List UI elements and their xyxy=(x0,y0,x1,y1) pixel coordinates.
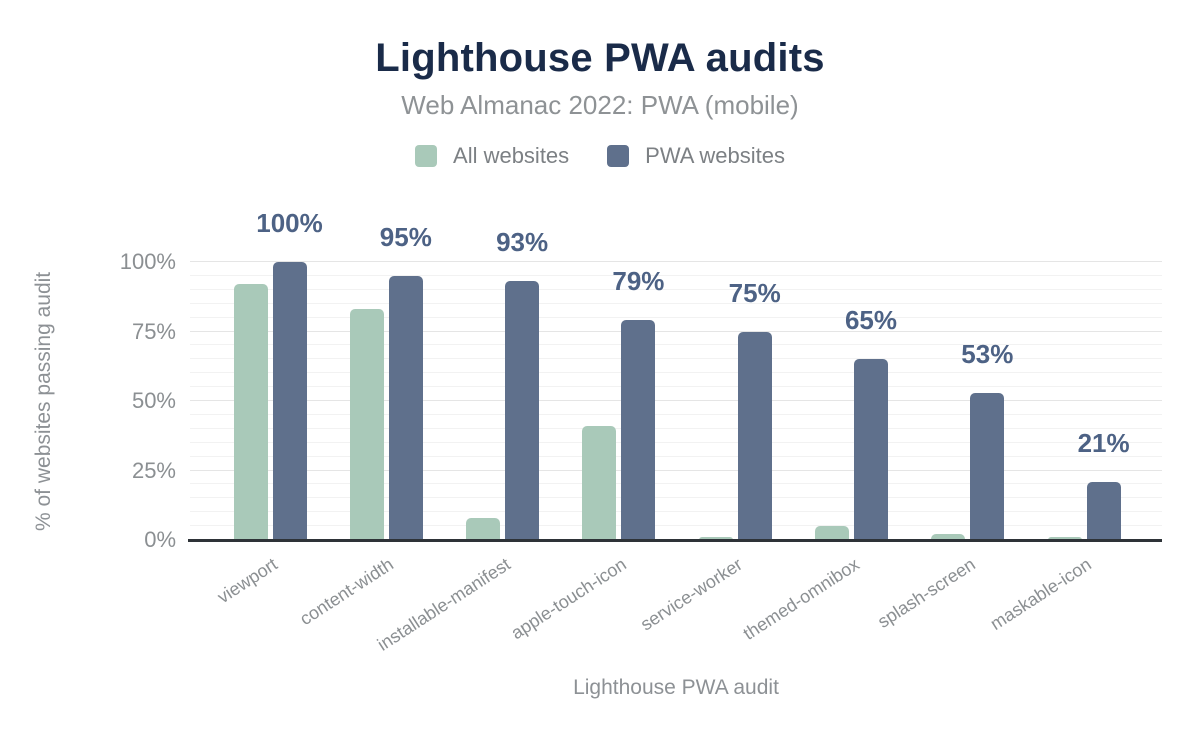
bar-pwa-websites-viewport[interactable] xyxy=(272,262,307,540)
minor-gridline-95 xyxy=(190,274,1162,276)
minor-gridline-10 xyxy=(190,511,1162,513)
x-axis-labels: viewport content-width installable-manifes… xyxy=(190,540,1162,670)
minor-gridline-65 xyxy=(190,358,1162,360)
x-category-label-maskable-icon: maskable-icon xyxy=(986,554,1095,634)
bar-value-label-viewport: 100% xyxy=(256,208,323,238)
x-axis-line xyxy=(188,539,1162,542)
bar-value-label-service-worker: 75% xyxy=(728,277,781,308)
bar-all-websites-themed-omnibox[interactable] xyxy=(815,526,849,540)
major-gridline-75 xyxy=(190,330,1162,332)
minor-gridline-60 xyxy=(190,372,1162,374)
minor-gridline-30 xyxy=(190,455,1162,457)
bar-pwa-websites-apple-touch-icon[interactable] xyxy=(621,320,656,540)
x-category-label-content-width: content-width xyxy=(296,554,398,630)
bar-all-websites-content-width[interactable] xyxy=(349,309,384,540)
minor-gridline-80 xyxy=(190,316,1162,318)
x-category-label-splash-screen: splash-screen xyxy=(873,554,979,632)
legend-swatch-all-websites xyxy=(415,145,438,167)
bar-all-websites-installable-manifest[interactable] xyxy=(466,517,501,540)
y-tick-label-25%: 25% xyxy=(131,457,176,483)
major-gridline-25 xyxy=(190,469,1162,471)
legend-swatch-pwa-websites xyxy=(607,145,630,167)
bar-pwa-websites-installable-manifest[interactable] xyxy=(505,281,540,540)
bar-pwa-websites-splash-screen[interactable] xyxy=(970,392,1005,540)
legend: All websites PWA websites xyxy=(0,143,1200,169)
x-category-label-installable-manifest: installable-manifest xyxy=(373,554,514,655)
bar-pwa-websites-maskable-icon[interactable] xyxy=(1086,481,1121,540)
y-tick-label-0%: 0% xyxy=(144,527,176,552)
bar-all-websites-viewport[interactable] xyxy=(233,284,268,540)
bar-value-label-splash-screen: 53% xyxy=(961,338,1014,369)
minor-gridline-70 xyxy=(190,344,1162,346)
y-tick-label-75%: 75% xyxy=(131,318,176,344)
plot-area: 100% 95% 93% 79% 75% 65% 53% 21% xyxy=(188,210,1162,542)
x-category-label-service-worker: service-worker xyxy=(637,554,747,635)
chart-subtitle: Web Almanac 2022: PWA (mobile) xyxy=(401,90,799,120)
bar-value-label-maskable-icon: 21% xyxy=(1077,427,1130,458)
legend-item-all-websites[interactable]: All websites xyxy=(415,143,569,169)
legend-label-all-websites: All websites xyxy=(453,143,570,168)
minor-gridline-35 xyxy=(190,441,1162,443)
minor-gridline-90 xyxy=(190,288,1162,290)
bar-all-websites-service-worker[interactable] xyxy=(698,537,733,540)
bar-pwa-websites-content-width[interactable] xyxy=(388,275,423,540)
y-tick-label-50%: 50% xyxy=(131,388,176,413)
x-category-label-apple-touch-icon: apple-touch-icon xyxy=(507,554,630,644)
chart-title: Lighthouse PWA audits xyxy=(375,36,825,80)
legend-item-pwa-websites[interactable]: PWA websites xyxy=(607,143,785,169)
minor-gridline-85 xyxy=(190,302,1162,304)
y-axis-ticks: 0% 25% 50% 75% 100% xyxy=(0,0,176,742)
minor-gridline-55 xyxy=(190,386,1162,388)
minor-gridline-15 xyxy=(190,497,1162,499)
bar-value-label-apple-touch-icon: 79% xyxy=(612,266,665,297)
minor-gridline-20 xyxy=(190,483,1162,485)
minor-gridline-5 xyxy=(190,525,1162,527)
major-gridline-100 xyxy=(190,261,1162,262)
minor-gridline-45 xyxy=(190,413,1162,415)
major-gridline-50 xyxy=(190,400,1162,401)
x-axis-title: Lighthouse PWA audit xyxy=(573,676,779,699)
bar-pwa-websites-service-worker[interactable] xyxy=(737,331,772,540)
x-category-label-themed-omnibox: themed-omnibox xyxy=(739,554,863,644)
legend-label-pwa-websites: PWA websites xyxy=(645,143,785,168)
bar-all-websites-splash-screen[interactable] xyxy=(931,534,966,540)
bar-value-label-content-width: 95% xyxy=(379,221,432,252)
bar-value-label-themed-omnibox: 65% xyxy=(844,305,898,336)
bar-pwa-websites-themed-omnibox[interactable] xyxy=(854,359,888,540)
bar-value-label-installable-manifest: 93% xyxy=(496,227,549,258)
bar-all-websites-maskable-icon[interactable] xyxy=(1047,537,1082,540)
y-tick-label-100%: 100% xyxy=(119,249,176,274)
minor-gridline-40 xyxy=(190,427,1162,429)
bar-all-websites-apple-touch-icon[interactable] xyxy=(582,426,617,540)
